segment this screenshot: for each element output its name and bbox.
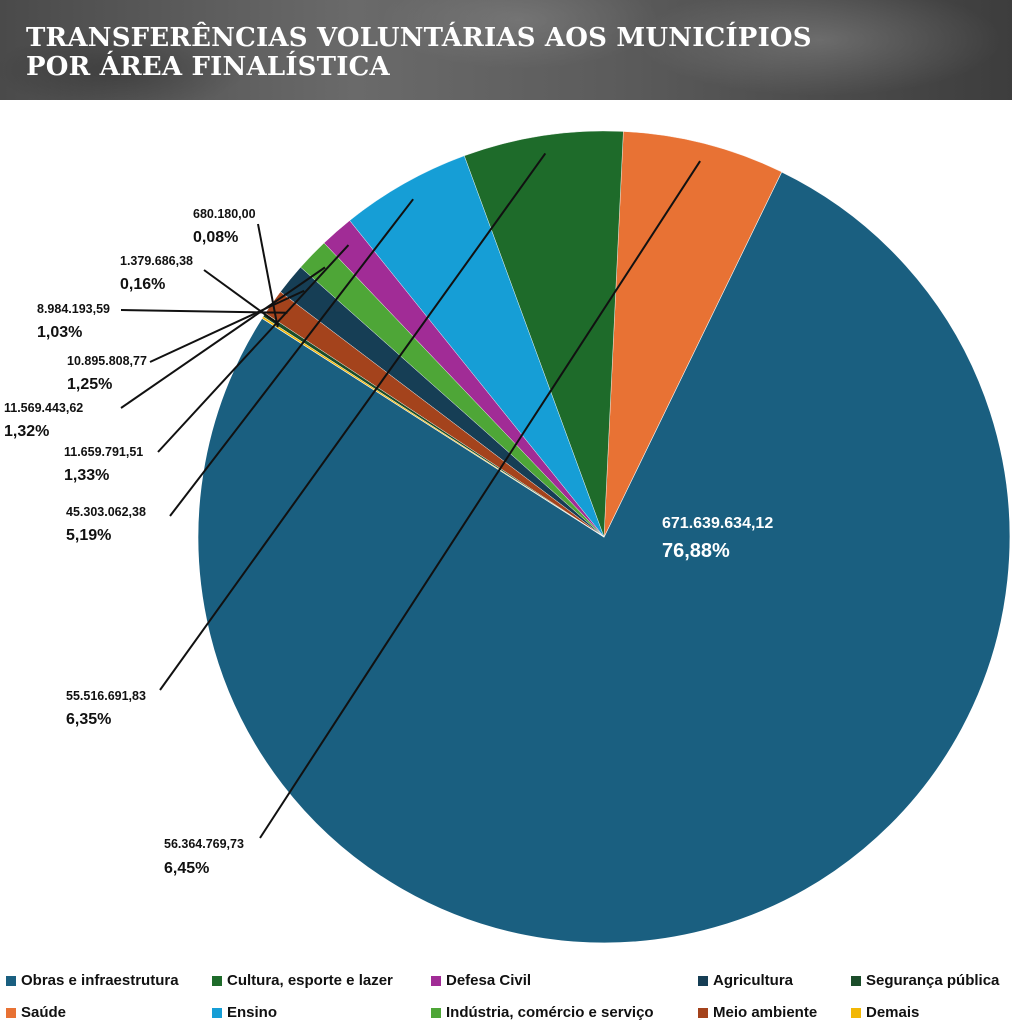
data-label-percent-meio-ambiente: 1,03% <box>37 324 82 341</box>
legend-item-ensino: Ensino <box>212 1004 277 1021</box>
leader-line-saude <box>259 160 701 839</box>
leader-line-seguranca-publica <box>203 269 280 326</box>
legend-item-agricultura: Agricultura <box>698 972 793 989</box>
header-banner: TRANSFERÊNCIAS VOLUNTÁRIAS AOS MUNICÍPIO… <box>0 0 1012 100</box>
leader-line-defesa-civil <box>157 244 350 453</box>
legend-label-ensino: Ensino <box>227 1004 278 1021</box>
legend-label-meio-ambiente: Meio ambiente <box>713 1004 818 1021</box>
chart-title-line-1: TRANSFERÊNCIAS VOLUNTÁRIAS AOS MUNICÍPIO… <box>26 23 812 53</box>
chart-title: TRANSFERÊNCIAS VOLUNTÁRIAS AOS MUNICÍPIO… <box>26 24 812 82</box>
legend-item-meio-ambiente: Meio ambiente <box>698 1004 817 1021</box>
data-label-percent-saude: 6,45% <box>164 860 209 877</box>
legend-label-seguranca-publica: Segurança pública <box>866 972 1000 989</box>
data-label-percent-defesa-civil: 1,33% <box>64 467 109 484</box>
legend-swatch-defesa-civil <box>431 975 441 986</box>
legend-item-defesa-civil: Defesa Civil <box>431 972 531 989</box>
legend-swatch-obras-e-infraestrutura <box>6 975 16 986</box>
data-label-value-saude: 56.364.769,73 <box>164 837 244 851</box>
leader-line-ensino <box>169 198 414 517</box>
pie-slice-cultura-esporte-e-lazer <box>463 130 624 538</box>
leader-line-meio-ambiente <box>120 309 288 314</box>
data-label-percent-seguranca-publica: 0,16% <box>120 276 165 293</box>
leader-line-demais <box>257 223 279 328</box>
pie-slices <box>197 130 1011 944</box>
legend-item-cultura-esporte-e-lazer: Cultura, esporte e lazer <box>212 972 393 989</box>
data-label-percent-cultura-esporte-e-lazer: 6,35% <box>66 711 111 728</box>
data-label-value-defesa-civil: 11.659.791,51 <box>64 445 143 459</box>
legend-swatch-industria-comercio-e-servico <box>431 1007 441 1018</box>
legend-item-seguranca-publica: Segurança pública <box>851 972 999 989</box>
data-label-percent-ensino: 5,19% <box>66 527 111 544</box>
legend-item-industria-comercio-e-servico: Indústria, comércio e serviço <box>431 1004 654 1021</box>
data-label-value-obras-e-infraestrutura: 671.639.634,12 <box>662 515 773 532</box>
legend-item-saude: Saúde <box>6 1004 66 1021</box>
data-label-value-demais: 680.180,00 <box>193 207 256 221</box>
header-background-photo <box>0 0 1012 100</box>
legend-label-cultura-esporte-e-lazer: Cultura, esporte e lazer <box>227 972 393 989</box>
slice-labels: 671.639.634,12 76,88% 56.364.769,73 6,45% 55… <box>4 207 773 877</box>
legend-label-demais: Demais <box>866 1004 920 1021</box>
data-label-value-cultura-esporte-e-lazer: 55.516.691,83 <box>66 689 146 703</box>
legend-label-saude: Saúde <box>21 1004 67 1021</box>
leader-line-agricultura <box>149 289 305 363</box>
legend: Obras e infraestrutura Cultura, esporte e… <box>0 966 1012 1024</box>
legend-swatch-cultura-esporte-e-lazer <box>212 975 222 986</box>
data-label-value-agricultura: 10.895.808,77 <box>67 354 147 368</box>
data-label-percent-demais: 0,08% <box>193 229 238 246</box>
pie-slice-demais <box>261 316 605 538</box>
leader-line-cultura-esporte-e-lazer <box>159 152 547 691</box>
legend-swatch-demais <box>851 1007 861 1018</box>
chart-title-line-2: POR ÁREA FINALÍSTICA <box>26 52 390 82</box>
pie-chart: 671.639.634,12 76,88% 56.364.769,73 6,45% 55… <box>4 130 1011 944</box>
leader-lines <box>120 152 701 839</box>
legend-swatch-agricultura <box>698 975 708 986</box>
legend-swatch-ensino <box>212 1007 222 1018</box>
legend-label-industria-comercio-e-servico: Indústria, comércio e serviço <box>446 1004 654 1021</box>
legend-label-obras-e-infraestrutura: Obras e infraestrutura <box>21 972 179 989</box>
legend-label-agricultura: Agricultura <box>713 972 794 989</box>
data-label-value-ensino: 45.303.062,38 <box>66 505 146 519</box>
legend-label-defesa-civil: Defesa Civil <box>446 972 532 989</box>
legend-item-obras-e-infraestrutura: Obras e infraestrutura <box>6 972 179 989</box>
legend-swatch-seguranca-publica <box>851 975 861 986</box>
pie-slice-saude <box>603 131 782 538</box>
legend-item-demais: Demais <box>851 1004 919 1021</box>
data-label-percent-industria-comercio-e-servico: 1,32% <box>4 423 49 440</box>
data-label-percent-agricultura: 1,25% <box>67 376 112 393</box>
legend-swatch-saude <box>6 1007 16 1018</box>
data-label-value-industria-comercio-e-servico: 11.569.443,62 <box>4 401 83 415</box>
data-label-percent-obras-e-infraestrutura: 76,88% <box>662 540 730 562</box>
pie-slice-obras-e-infraestrutura <box>197 171 1011 944</box>
leader-line-industria-comercio-e-servico <box>120 266 326 409</box>
data-label-value-seguranca-publica: 1.379.686,38 <box>120 254 193 268</box>
data-label-value-meio-ambiente: 8.984.193,59 <box>37 302 110 316</box>
legend-swatch-meio-ambiente <box>698 1007 708 1018</box>
